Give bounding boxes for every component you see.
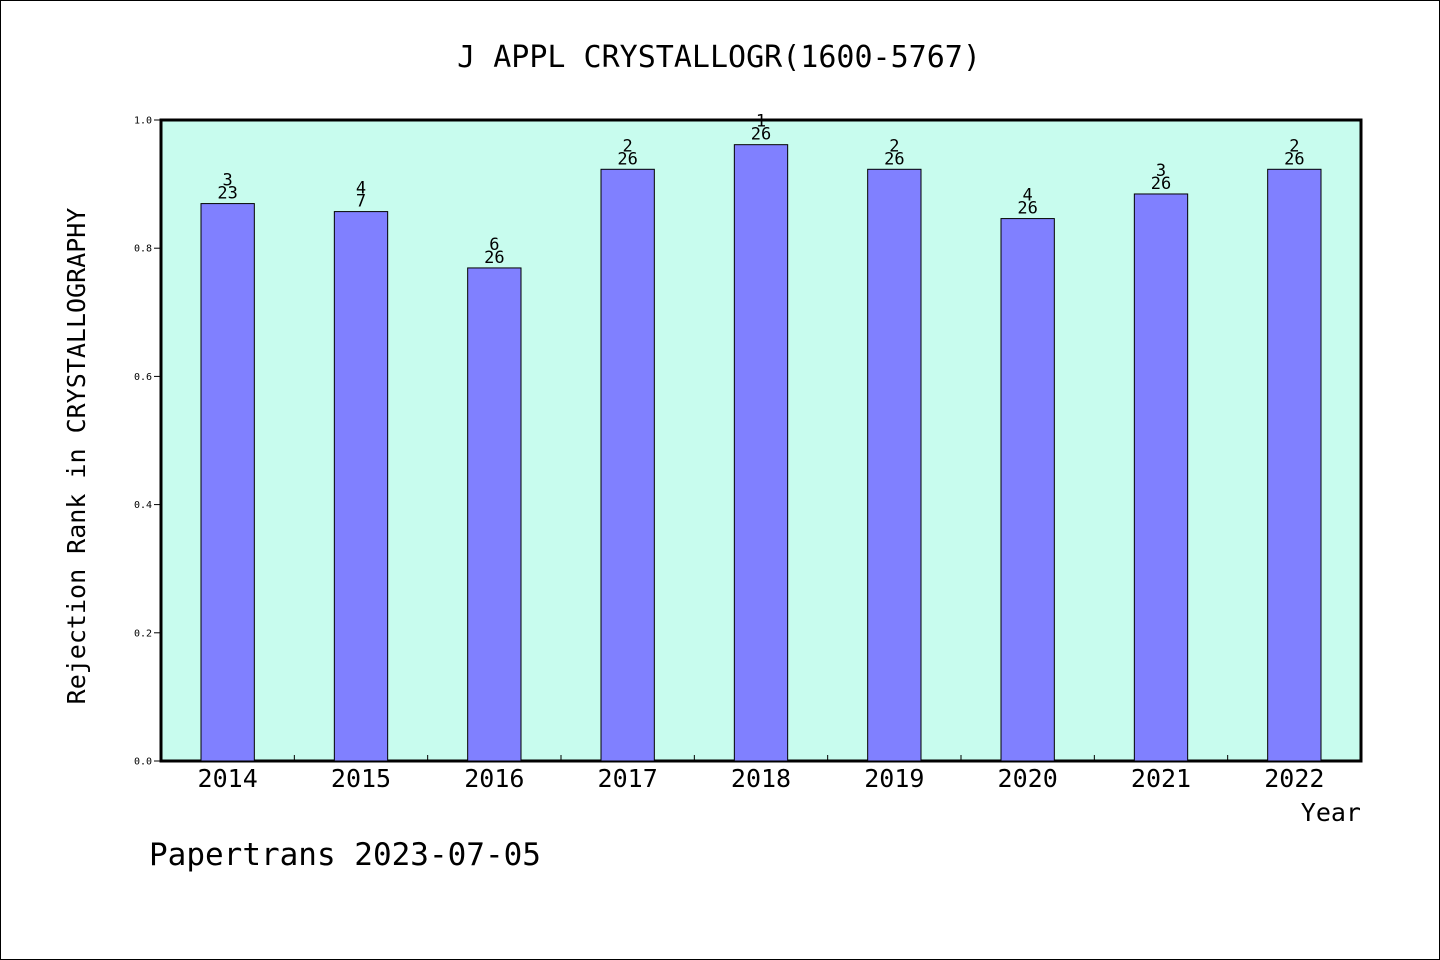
bar [333, 211, 389, 762]
bar [733, 144, 789, 762]
x-tick-label: 2018 [731, 764, 791, 793]
bar-rank-label: 3 [223, 171, 233, 191]
y-tick-label: 0.0 [134, 757, 152, 768]
bar-total-label: 23 [217, 184, 237, 204]
y-axis: 0.0 0.2 0.4 0.6 0.8 1.0 [134, 116, 161, 768]
bar [600, 168, 655, 762]
y-axis-label: Rejection Rank in CRYSTALLOGRAPHY [62, 208, 91, 705]
bar-rank-label: 2 [623, 136, 633, 156]
bar-total-label: 26 [1151, 174, 1171, 194]
x-tick-label: 2016 [464, 764, 524, 793]
bar-total-label: 7 [356, 192, 366, 212]
x-axis: 2014 2015 2016 2017 2018 2019 2020 2021 2022 [198, 764, 1325, 793]
y-tick-label: 0.8 [134, 244, 152, 255]
x-tick-label: 2014 [198, 764, 258, 793]
bar-rank-label: 6 [489, 235, 499, 255]
x-tick-label: 2020 [998, 764, 1058, 793]
x-tick-label: 2015 [331, 764, 391, 793]
bar-rank-label: 2 [889, 136, 899, 156]
x-tick-label: 2019 [864, 764, 924, 793]
bar [1000, 218, 1055, 762]
bar-total-label: 26 [884, 149, 904, 169]
x-tick-label: 2017 [598, 764, 658, 793]
x-axis-label: Year [1301, 798, 1361, 827]
bar-total-label: 26 [1284, 149, 1304, 169]
y-tick-label: 0.4 [134, 500, 152, 511]
bars [200, 144, 1322, 762]
chart-title: J APPL CRYSTALLOGR(1600-5767) [457, 40, 981, 75]
bar [867, 168, 922, 762]
bar-total-label: 26 [484, 248, 504, 268]
bar-rank-label: 3 [1156, 161, 1166, 181]
x-tick-label: 2022 [1264, 764, 1324, 793]
bar [1133, 193, 1189, 762]
bar [467, 267, 522, 762]
x-axis-ticks [293, 755, 1229, 761]
bar-rank-label: 2 [1289, 136, 1299, 156]
bar-rank-label: 4 [1023, 186, 1033, 206]
bar-total-label: 26 [1017, 199, 1037, 219]
y-tick-label: 0.6 [134, 372, 152, 383]
bar-total-label: 26 [751, 125, 771, 145]
bar-total-label: 26 [617, 149, 637, 169]
y-tick-label: 1.0 [134, 116, 152, 127]
x-tick-label: 2021 [1131, 764, 1191, 793]
y-tick-label: 0.2 [134, 628, 152, 639]
footer-credit: Papertrans 2023-07-05 [149, 837, 541, 873]
bar-rank-label: 1 [756, 112, 766, 132]
bar-rank-label: 4 [356, 179, 366, 199]
bar [1267, 168, 1322, 762]
bar [200, 203, 255, 762]
